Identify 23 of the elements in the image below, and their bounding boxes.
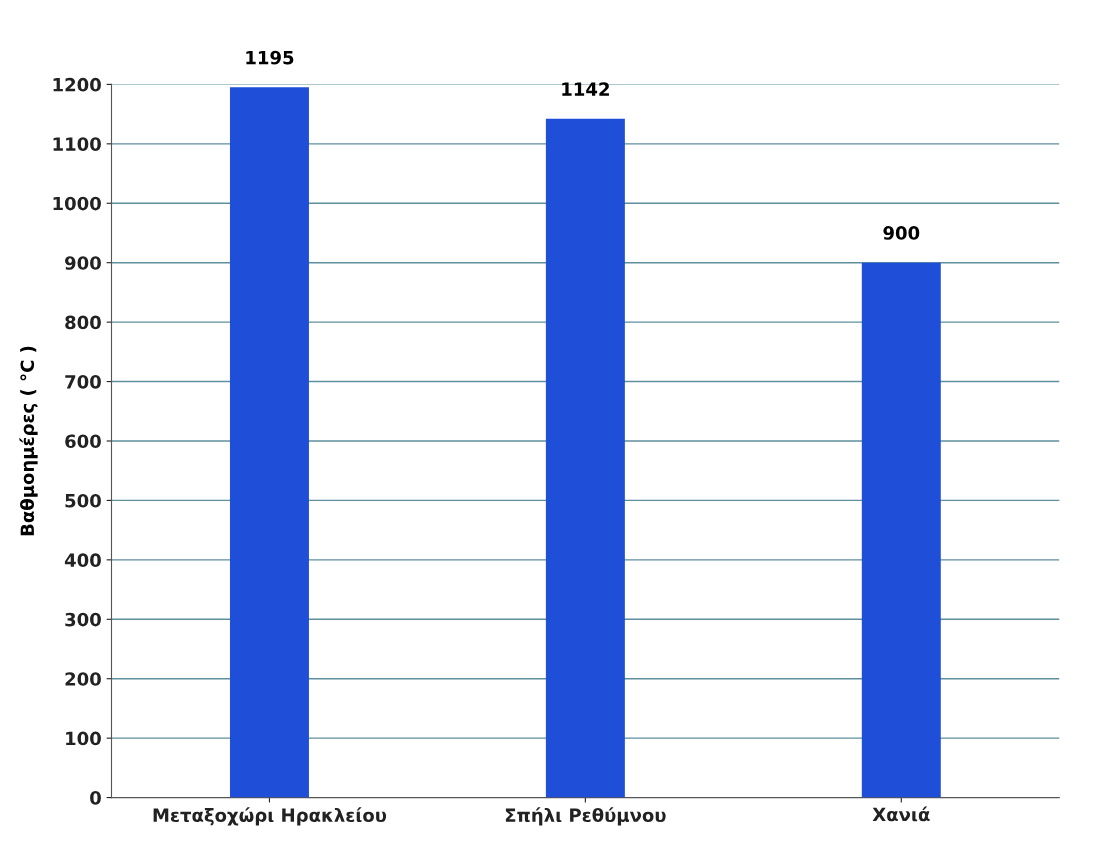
y-tick-label: 800 xyxy=(65,315,101,330)
y-tick-label: 700 xyxy=(65,375,101,389)
y-tick-label: 1200 xyxy=(53,77,101,92)
y-tick-label: 100 xyxy=(66,731,101,746)
y-tick-label: 300 xyxy=(65,612,101,627)
x-tick-label: Μεταξοχώρι Ηρακλείου xyxy=(153,807,387,826)
y-tick-label: 0 xyxy=(90,791,101,805)
y-tick-label: 200 xyxy=(65,672,101,686)
data-label: 1142 xyxy=(562,82,609,96)
data-label: 1195 xyxy=(246,50,294,65)
data-label: 900 xyxy=(883,226,920,240)
y-tick-label: 600 xyxy=(65,434,101,449)
y-tick-label: 900 xyxy=(65,256,101,270)
bar xyxy=(229,87,309,798)
y-tick-label: 1100 xyxy=(53,137,101,151)
bar xyxy=(861,262,941,798)
y-tick-label: 500 xyxy=(65,493,101,508)
bar xyxy=(545,118,625,798)
x-tick-label: Χανιά xyxy=(872,806,930,822)
y-tick-label: 400 xyxy=(64,553,101,567)
y-tick-label: 1000 xyxy=(53,196,101,211)
y-axis-title: Βαθμοημέρες ( °C ) xyxy=(19,346,38,536)
x-tick-label: Σπήλι Ρεθύμνου xyxy=(505,807,666,826)
